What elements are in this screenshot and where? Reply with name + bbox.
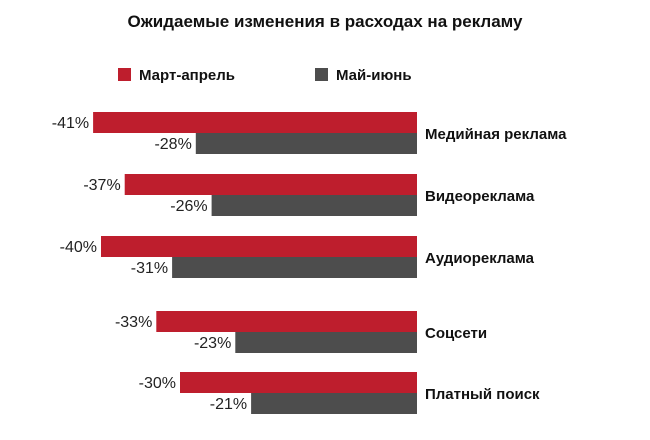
value-label-1-4: -33% — [115, 314, 152, 331]
bar-1-4 — [156, 311, 418, 332]
value-label-2-3: -31% — [131, 260, 168, 277]
value-labels: -41% -28% -37% -26% -40% -31% -33% -23% -30% -21% — [52, 115, 247, 413]
value-label-2-4: -23% — [194, 335, 231, 352]
value-label-1-2: -37% — [83, 177, 120, 194]
category-label-3: Аудиореклама — [425, 250, 535, 267]
bar-1-5 — [180, 372, 417, 393]
category-label-1: Медийная реклама — [425, 126, 567, 143]
category-label-5: Платный поиск — [425, 386, 540, 403]
bars — [93, 112, 418, 414]
value-label-2-2: -26% — [170, 198, 207, 215]
chart-title: Ожидаемые изменения в расходах на реклам… — [127, 12, 523, 31]
value-label-2-1: -28% — [154, 136, 191, 153]
bar-2-3 — [172, 257, 417, 278]
legend-swatch-2 — [315, 68, 328, 81]
value-label-1-1: -41% — [52, 115, 89, 132]
bar-2-5 — [251, 393, 417, 414]
category-label-4: Соцсети — [425, 325, 487, 342]
bar-2-2 — [211, 195, 417, 216]
bar-1-2 — [124, 174, 417, 195]
legend: Март-апрель Май-июнь — [118, 67, 412, 84]
category-labels: Медийная реклама Видеореклама Аудиореклама… — [425, 126, 567, 403]
bar-2-1 — [195, 133, 417, 154]
value-label-1-5: -30% — [139, 375, 176, 392]
category-label-2: Видеореклама — [425, 188, 535, 205]
legend-label-2: Май-июнь — [336, 67, 412, 84]
legend-swatch-1 — [118, 68, 131, 81]
value-label-2-5: -21% — [210, 396, 247, 413]
legend-label-1: Март-апрель — [139, 67, 235, 84]
bar-2-4 — [235, 332, 417, 353]
value-label-1-3: -40% — [60, 239, 97, 256]
bar-1-3 — [101, 236, 417, 257]
bar-1-1 — [93, 112, 417, 133]
